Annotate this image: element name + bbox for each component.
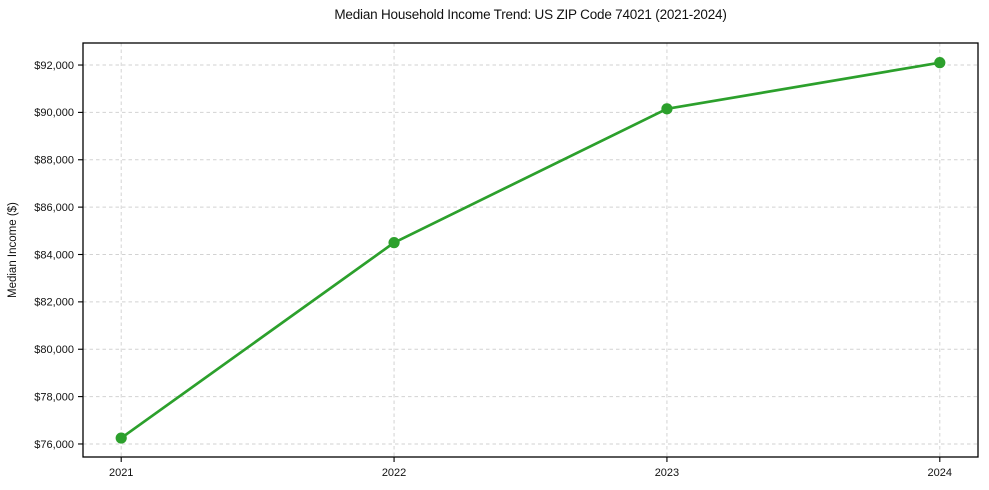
y-tick-label: $86,000 — [34, 202, 74, 214]
y-tick-label: $88,000 — [34, 155, 74, 167]
chart-title: Median Household Income Trend: US ZIP Co… — [334, 7, 727, 22]
x-tick-label: 2022 — [382, 467, 406, 479]
data-point-2022 — [388, 237, 400, 249]
plot-border — [82, 42, 979, 458]
x-tick-label: 2023 — [655, 467, 679, 479]
y-tick-label: $84,000 — [34, 249, 74, 261]
data-point-2023 — [661, 103, 673, 115]
y-tick-label: $82,000 — [34, 297, 74, 309]
trend-line — [119, 61, 942, 440]
y-tick-label: $80,000 — [34, 344, 74, 356]
x-tick-label: 2021 — [109, 467, 133, 479]
y-tick-label: $78,000 — [34, 391, 74, 403]
data-point-2024 — [934, 57, 946, 69]
y-tick-label: $92,000 — [34, 60, 74, 72]
y-tick-label: $90,000 — [34, 107, 74, 119]
x-tick-label: 2024 — [928, 467, 952, 479]
data-point-2021 — [115, 432, 127, 444]
y-tick-label: $76,000 — [34, 439, 74, 451]
